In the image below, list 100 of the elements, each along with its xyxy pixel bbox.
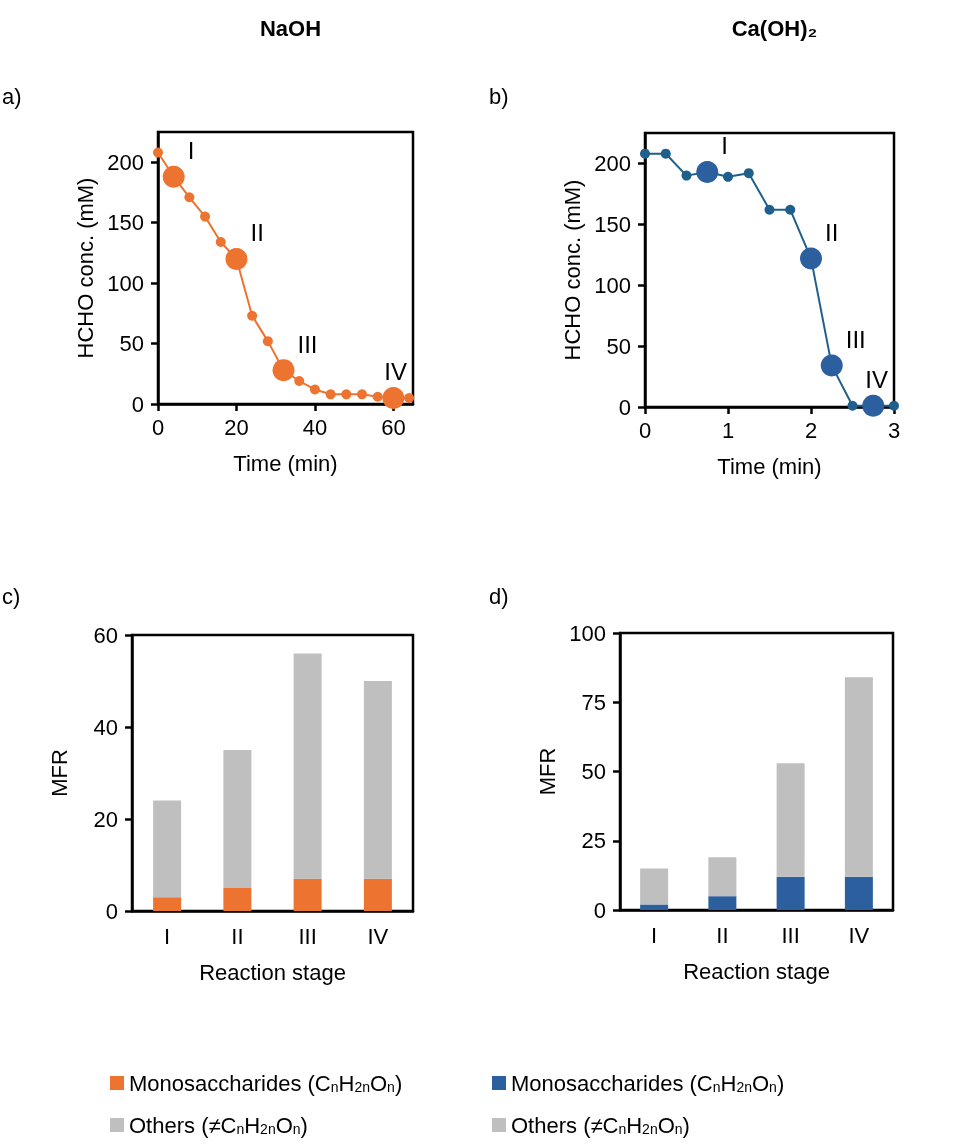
x-axis-title: Time (min) — [717, 453, 822, 479]
y-tick-label: 200 — [107, 149, 144, 175]
x-tick-label: III — [781, 922, 800, 948]
y-tick-label: 150 — [107, 210, 144, 236]
point — [215, 237, 226, 248]
point — [696, 160, 719, 183]
bar — [708, 857, 737, 897]
text: b) — [489, 83, 509, 109]
bar — [844, 876, 873, 910]
annotation: III — [845, 326, 866, 354]
bar — [640, 868, 669, 905]
point — [247, 310, 258, 321]
y-tick-label: 75 — [581, 689, 606, 715]
bar — [293, 653, 322, 879]
point — [294, 376, 305, 387]
y-axis-title: HCHO conc. (mM) — [72, 177, 98, 359]
point — [847, 400, 858, 411]
point — [404, 392, 415, 403]
bar — [640, 904, 669, 910]
point — [764, 204, 775, 215]
x-tick-label: IV — [848, 922, 870, 948]
x-tick-label: II — [231, 923, 244, 949]
y-tick-label: 50 — [606, 333, 631, 359]
point — [743, 168, 754, 179]
y-axis-title: MFR — [534, 747, 560, 796]
point — [660, 148, 671, 159]
point — [200, 211, 211, 222]
x-axis-title: Reaction stage — [199, 959, 346, 985]
y-tick-label: 0 — [131, 391, 144, 417]
point — [341, 389, 352, 400]
y-tick-label: 0 — [105, 898, 118, 924]
bar — [293, 878, 322, 911]
y-tick-label: 100 — [107, 270, 144, 296]
x-axis-title: Time (min) — [233, 450, 338, 476]
point — [309, 384, 320, 395]
x-tick-label: 20 — [224, 414, 249, 440]
y-tick-label: 0 — [618, 394, 631, 420]
x-tick-label: IV — [367, 923, 389, 949]
point — [785, 204, 796, 215]
point — [272, 359, 295, 382]
legend-label: Others (≠CnH2nOn) — [129, 1112, 308, 1138]
annotation: I — [721, 132, 728, 160]
annotation: II — [825, 218, 839, 246]
annotation: III — [297, 330, 318, 358]
text: c) — [2, 583, 21, 609]
x-axis-title: Reaction stage — [683, 958, 830, 984]
legend-label: Monosaccharides (CnH2nOn) — [129, 1070, 403, 1096]
point — [357, 389, 367, 400]
bar — [223, 750, 252, 888]
annotation: II — [250, 219, 264, 247]
y-tick-label: 40 — [93, 714, 118, 740]
y-tick-label: 150 — [594, 211, 631, 237]
y-tick-label: 50 — [119, 331, 144, 357]
point — [681, 170, 692, 181]
point — [820, 354, 843, 377]
legend-label: Others (≠CnH2nOn) — [511, 1112, 690, 1138]
point — [723, 171, 733, 182]
point — [162, 165, 185, 188]
x-tick-label: 0 — [638, 417, 652, 443]
x-tick-label: I — [651, 922, 658, 948]
x-tick-label: 3 — [887, 417, 901, 443]
annotation: IV — [384, 358, 407, 386]
point — [372, 391, 383, 402]
y-tick-label: 60 — [93, 622, 118, 648]
bar — [363, 681, 392, 879]
y-tick-label: 50 — [581, 759, 606, 784]
text: a) — [2, 83, 22, 109]
point — [262, 336, 273, 347]
bar — [708, 896, 737, 910]
y-axis-title: MFR — [46, 749, 72, 797]
x-tick-label: 2 — [804, 417, 818, 443]
bar — [776, 876, 805, 910]
y-tick-label: 100 — [569, 620, 606, 646]
chart-title: NaOH — [259, 15, 322, 41]
y-tick-label: 0 — [593, 897, 606, 923]
legend-label: Monosaccharides (CnH2nOn) — [511, 1070, 785, 1096]
annotation: I — [187, 137, 195, 165]
bar — [363, 878, 392, 911]
bar — [223, 888, 252, 911]
point — [640, 148, 650, 159]
point — [184, 192, 195, 203]
x-tick-label: 1 — [721, 417, 735, 443]
y-axis-title: HCHO conc. (mM) — [559, 179, 585, 361]
x-tick-label: I — [164, 923, 171, 949]
y-tick-label: 100 — [594, 272, 631, 298]
x-tick-label: 40 — [302, 414, 328, 440]
annotation: IV — [865, 366, 888, 394]
x-tick-label: 60 — [381, 414, 406, 440]
bar — [844, 677, 873, 877]
point — [382, 386, 405, 409]
y-tick-label: 200 — [594, 150, 631, 176]
y-tick-label: 20 — [93, 806, 118, 832]
text: d) — [489, 583, 509, 609]
x-tick-label: III — [298, 923, 317, 949]
bar — [776, 763, 805, 877]
x-tick-label: 0 — [151, 414, 165, 440]
point — [225, 247, 248, 270]
x-tick-label: II — [716, 922, 729, 948]
point — [325, 389, 336, 400]
bar — [153, 897, 182, 911]
